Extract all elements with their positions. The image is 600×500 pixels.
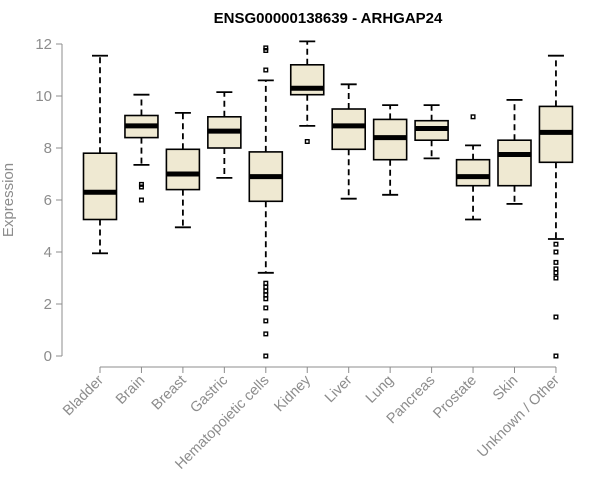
outlier-point [553, 353, 559, 359]
outlier-point [263, 305, 269, 311]
y-tick-label: 6 [44, 192, 52, 209]
box-unknown-other [538, 54, 574, 359]
iqr-box [497, 139, 532, 187]
outlier-point [553, 266, 559, 272]
outlier-point [263, 296, 269, 302]
y-tick-label: 12 [35, 36, 52, 53]
outlier-point [263, 284, 269, 290]
y-axis-label: Expression [0, 163, 17, 237]
iqr-box [82, 152, 118, 221]
x-tick-label: Breast [149, 373, 190, 414]
box-pancreas [414, 104, 449, 160]
box-prostate [455, 114, 491, 221]
box-skin [497, 99, 532, 205]
outlier-point [263, 331, 269, 337]
box-brain [124, 93, 159, 203]
x-tick-label: Lung [363, 373, 397, 407]
y-tick-label: 0 [44, 348, 52, 365]
box-bladder [82, 54, 118, 255]
x-tick-label: Liver [322, 372, 356, 406]
outlier-point [553, 314, 559, 320]
outlier-point [470, 114, 476, 120]
box-liver [331, 83, 367, 200]
outlier-point [263, 280, 269, 286]
outlier-point [553, 249, 559, 255]
outlier-point [263, 67, 269, 73]
x-tick-label: Skin [490, 373, 521, 404]
y-tick-label: 10 [35, 88, 52, 105]
outlier-point [263, 292, 269, 298]
outlier-point [263, 288, 269, 294]
iqr-box [455, 158, 491, 187]
boxes-group [82, 40, 574, 359]
outlier-point [304, 138, 310, 144]
box-breast [165, 112, 201, 229]
outlier-point [263, 318, 269, 324]
x-tick-label: Prostate [430, 373, 479, 422]
x-tick-label: Brain [113, 373, 148, 408]
y-axis: 0 2 4 6 8 10 12 [35, 36, 63, 365]
box-lung [372, 104, 408, 196]
outlier-point [138, 184, 144, 190]
outlier-point [263, 45, 269, 51]
x-tick-label: Bladder [60, 372, 107, 419]
outlier-point [138, 181, 144, 187]
x-tick-label: Kidney [271, 372, 314, 415]
chart-title: ENSG00000138639 - ARHGAP24 [214, 10, 443, 27]
iqr-box [165, 148, 201, 191]
outlier-point [553, 259, 559, 265]
box-hematopoietic-cells [248, 45, 284, 359]
outlier-point [553, 241, 559, 247]
box-kidney [289, 40, 325, 144]
outlier-point [263, 48, 269, 54]
iqr-box [331, 108, 367, 151]
y-tick-label: 2 [44, 296, 52, 313]
outlier-point [553, 275, 559, 281]
box-gastric [207, 91, 242, 179]
y-tick-label: 4 [44, 244, 52, 261]
outlier-point [138, 197, 144, 203]
outlier-point [553, 270, 559, 276]
y-tick-label: 8 [44, 140, 52, 157]
outlier-point [263, 353, 269, 359]
